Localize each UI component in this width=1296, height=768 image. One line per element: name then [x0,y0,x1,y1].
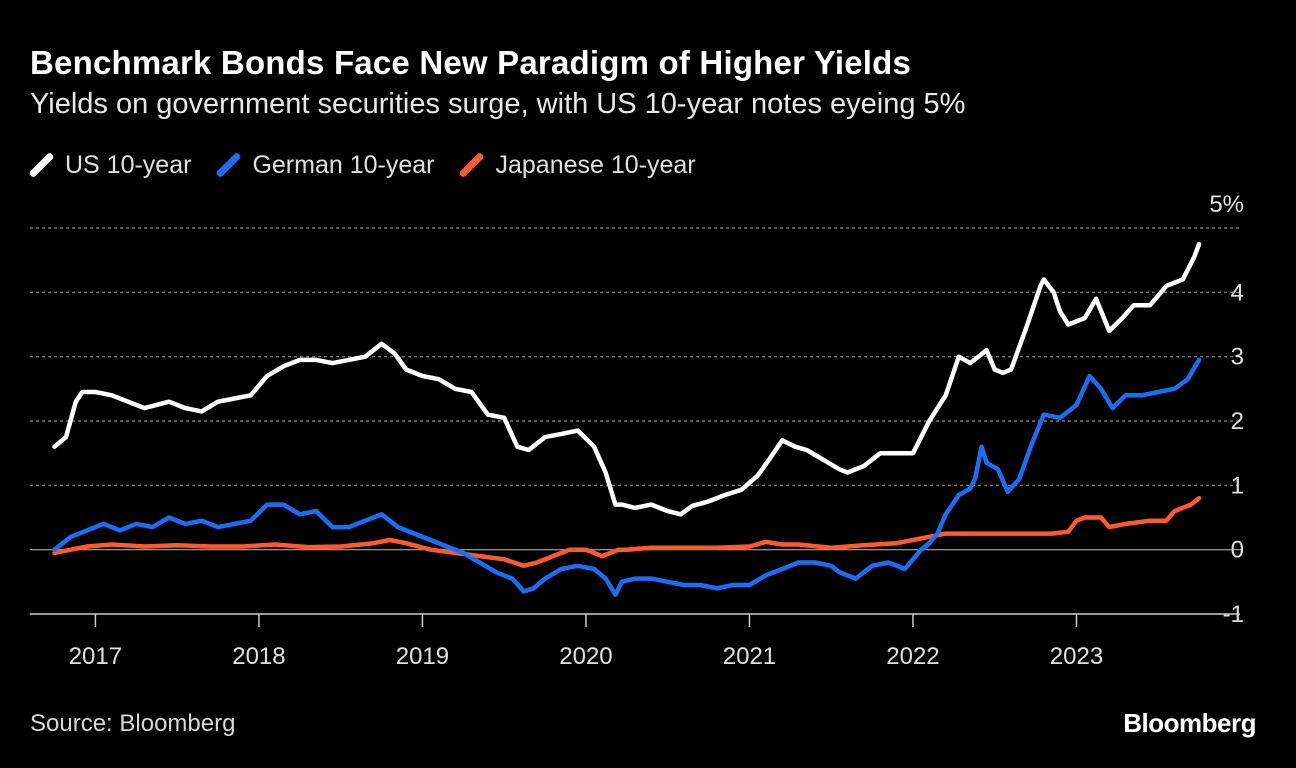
chart-subtitle: Yields on government securities surge, w… [30,88,966,120]
series-line-us-10-year [52,241,1202,517]
x-tick-label: 2019 [396,643,449,670]
legend-item-us: US 10-year [28,150,192,180]
legend-label-german: German 10-year [252,150,435,179]
x-tick-label: 2020 [559,643,612,670]
legend-item-japanese: Japanese 10-year [458,150,696,180]
x-tick-label: 2023 [1050,643,1103,670]
legend-item-german: German 10-year [215,150,435,180]
x-tick-label: 2021 [723,643,776,670]
series-line-japanese-10-year [52,495,1202,569]
legend-label-us: US 10-year [65,150,192,179]
y-tick-label: 4 [1231,279,1244,306]
source-note: Source: Bloomberg [30,710,236,737]
y-tick-label: 2 [1231,408,1244,435]
legend: US 10-year German 10-year Japanese 10-ye… [28,150,722,180]
chart-title: Benchmark Bonds Face New Paradigm of Hig… [30,44,912,81]
x-tick-label: 2017 [69,643,122,670]
y-tick-label: 0 [1231,537,1244,564]
bloomberg-logo: Bloomberg [1123,708,1256,738]
legend-label-japanese: Japanese 10-year [495,150,696,179]
y-tick-label: 1 [1231,472,1244,499]
y-tick-label: 5% [1209,191,1244,218]
x-tick-label: 2022 [886,643,939,670]
x-tick-label: 2018 [232,643,285,670]
series-line-german-10-year [52,357,1202,597]
y-tick-label: 3 [1231,344,1244,371]
